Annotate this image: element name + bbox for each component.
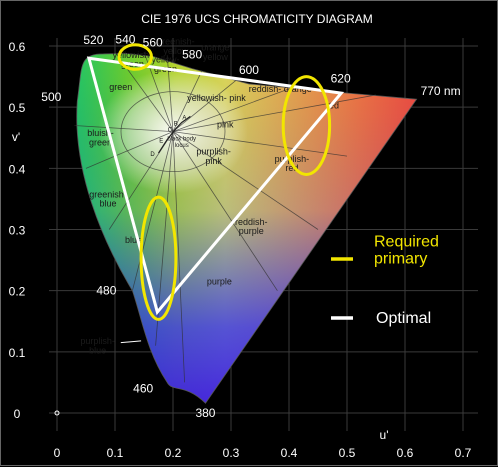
- region-label: green: [109, 82, 132, 92]
- spectral-locus: [76, 52, 418, 404]
- wavelength-label: 600: [239, 63, 259, 77]
- cct-mark: B: [174, 121, 178, 127]
- region-label: orange yellow: [201, 42, 229, 61]
- region-label: greenish-blue: [89, 189, 127, 208]
- wavelength-label: 460: [133, 381, 153, 395]
- wavelength-label: 580: [182, 48, 202, 62]
- region-label: blue: [125, 235, 142, 245]
- region-label: purple: [207, 277, 232, 287]
- region-label: greenish-yellow: [157, 36, 195, 55]
- region-divider: [172, 88, 290, 133]
- y-tick-label: 0.2: [9, 285, 26, 299]
- region-label: reddish-purple: [235, 217, 268, 236]
- x-tick-label: 0.3: [223, 446, 240, 460]
- x-tick-label: 0.5: [339, 446, 356, 460]
- origin-marker: [54, 410, 60, 416]
- y-tick-label: 0.1: [9, 346, 26, 360]
- region-divider: [172, 131, 278, 291]
- x-tick-label: 0.2: [165, 446, 182, 460]
- region-divider: [132, 131, 174, 291]
- region-label: pink: [217, 119, 234, 129]
- y-axis-label: v': [12, 130, 20, 144]
- planckian-locus: [157, 115, 191, 154]
- arrow-icon: [120, 340, 142, 344]
- y-tick-label: 0.6: [9, 40, 26, 54]
- x-axis-label: u': [380, 428, 389, 442]
- wavelength-label: 500: [41, 90, 61, 104]
- region-divider: [74, 125, 174, 133]
- region-label: bluish-green: [87, 128, 114, 147]
- y-tick-label: 0.5: [9, 101, 26, 115]
- wavelength-label: 620: [331, 71, 351, 85]
- wavelength-label: 380: [195, 406, 215, 420]
- region-divider: [172, 131, 185, 383]
- wavelength-label: 480: [96, 284, 116, 298]
- planckian-locus-label: black body locus: [167, 137, 196, 149]
- region-divider: [172, 131, 348, 157]
- x-tick-label: 0.1: [107, 446, 124, 460]
- required-primary-ellipse: [281, 75, 332, 176]
- region-divider: [172, 79, 238, 132]
- x-tick-label: 0.6: [397, 446, 414, 460]
- wavelength-label: 520: [83, 33, 103, 47]
- optimal-triangle: [86, 56, 345, 316]
- wavelength-label: 540: [115, 32, 135, 46]
- cct-mark: C: [168, 128, 173, 134]
- legend-label-required: Required primary: [374, 234, 439, 268]
- y-tick-label: 0.3: [9, 224, 26, 238]
- x-tick-label: 0: [54, 446, 61, 460]
- cct-mark: D: [150, 152, 155, 158]
- region-divider: [172, 70, 203, 132]
- required-primary-ellipse: [139, 195, 178, 321]
- x-tick-label: 0.7: [455, 446, 472, 460]
- region-divider: [85, 131, 174, 169]
- x-tick-label: 0.4: [281, 446, 298, 460]
- region-label: yellowish- pink: [187, 93, 246, 103]
- legend-label-optimal: Optimal: [376, 310, 431, 327]
- required-primary-ellipse: [117, 43, 154, 71]
- y-tick-label: 0: [14, 407, 21, 421]
- region-label: purplish-pink: [196, 146, 231, 165]
- cct-mark: E: [159, 139, 163, 145]
- region-label: reddish- orange: [249, 84, 312, 94]
- y-tick-label: 0.4: [9, 162, 26, 176]
- region-divider: [172, 131, 319, 230]
- region-divider: [172, 94, 377, 133]
- region-label: purplish-blue: [80, 336, 115, 355]
- wavelength-label: 560: [143, 35, 163, 49]
- region-label: purplish-red: [275, 154, 310, 173]
- chart-title: CIE 1976 UCS CHROMATICITY DIAGRAM: [141, 12, 373, 26]
- region-divider: [120, 91, 226, 173]
- wavelength-label: 770 nm: [421, 84, 461, 98]
- cct-mark: A: [182, 115, 186, 121]
